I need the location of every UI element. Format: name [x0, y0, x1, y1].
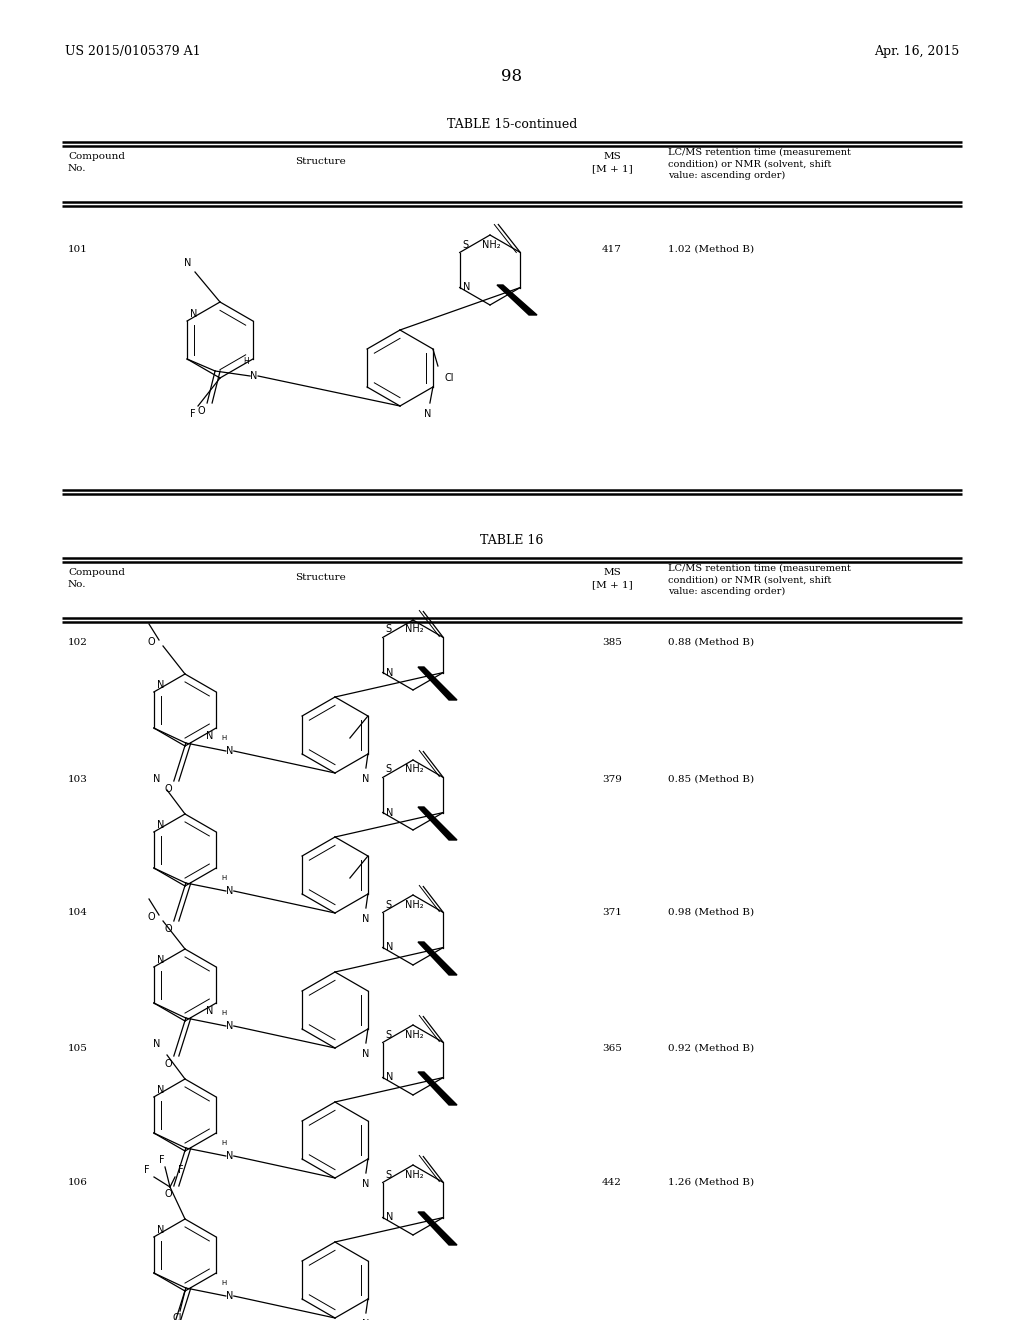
Text: H: H [221, 735, 226, 741]
Text: S: S [386, 1030, 392, 1040]
Text: N: N [183, 257, 191, 268]
Text: N: N [362, 913, 370, 924]
Text: N: N [362, 1049, 370, 1059]
Text: 102: 102 [68, 638, 88, 647]
Text: N: N [362, 774, 370, 784]
Text: N: N [424, 409, 431, 418]
Text: N: N [157, 1225, 164, 1236]
Text: O: O [164, 784, 172, 795]
Text: MS
[M + 1]: MS [M + 1] [592, 152, 633, 173]
Text: O: O [164, 1059, 172, 1069]
Polygon shape [418, 942, 457, 975]
Text: H: H [221, 1280, 226, 1286]
Text: N: N [463, 282, 470, 293]
Text: Structure: Structure [295, 157, 345, 166]
Text: N: N [250, 371, 257, 381]
Text: N: N [190, 309, 198, 319]
Text: F: F [159, 1155, 165, 1166]
Text: N: N [206, 731, 213, 741]
Text: N: N [206, 1006, 213, 1016]
Text: 379: 379 [602, 775, 622, 784]
Text: 0.85 (Method B): 0.85 (Method B) [668, 775, 754, 784]
Text: Cl: Cl [444, 374, 455, 383]
Text: 417: 417 [602, 246, 622, 253]
Text: 0.92 (Method B): 0.92 (Method B) [668, 1044, 754, 1053]
Text: Apr. 16, 2015: Apr. 16, 2015 [873, 45, 959, 58]
Text: N: N [153, 774, 160, 784]
Text: O: O [147, 638, 155, 647]
Text: Compound
No.: Compound No. [68, 568, 125, 589]
Text: N: N [362, 1179, 370, 1189]
Text: N: N [386, 1072, 393, 1082]
Text: N: N [386, 942, 393, 953]
Text: NH₂: NH₂ [404, 899, 423, 909]
Text: US 2015/0105379 A1: US 2015/0105379 A1 [65, 45, 201, 58]
Text: N: N [226, 886, 233, 896]
Text: 106: 106 [68, 1177, 88, 1187]
Text: S: S [386, 764, 392, 775]
Polygon shape [418, 807, 457, 840]
Polygon shape [418, 667, 457, 700]
Text: S: S [386, 624, 392, 635]
Text: O: O [198, 407, 205, 416]
Polygon shape [497, 285, 537, 315]
Text: NH₂: NH₂ [404, 624, 423, 635]
Text: 442: 442 [602, 1177, 622, 1187]
Text: O: O [164, 924, 172, 935]
Text: N: N [157, 680, 164, 690]
Text: MS
[M + 1]: MS [M + 1] [592, 568, 633, 589]
Text: N: N [386, 668, 393, 677]
Text: Structure: Structure [295, 573, 345, 582]
Text: Cl: Cl [172, 1313, 181, 1320]
Text: H: H [221, 1140, 226, 1146]
Text: H: H [221, 875, 226, 880]
Text: N: N [226, 1151, 233, 1162]
Text: 101: 101 [68, 246, 88, 253]
Polygon shape [418, 1072, 457, 1105]
Text: 0.88 (Method B): 0.88 (Method B) [668, 638, 754, 647]
Text: 1.02 (Method B): 1.02 (Method B) [668, 246, 754, 253]
Text: LC/MS retention time (measurement
condition) or NMR (solvent, shift
value: ascen: LC/MS retention time (measurement condit… [668, 148, 851, 180]
Text: F: F [178, 1166, 183, 1175]
Text: F: F [144, 1166, 150, 1175]
Text: N: N [386, 1213, 393, 1222]
Text: N: N [157, 1085, 164, 1096]
Text: 0.98 (Method B): 0.98 (Method B) [668, 908, 754, 917]
Text: NH₂: NH₂ [404, 1170, 423, 1180]
Text: N: N [153, 1039, 160, 1049]
Text: 105: 105 [68, 1044, 88, 1053]
Text: N: N [226, 1020, 233, 1031]
Text: NH₂: NH₂ [481, 239, 501, 249]
Text: 371: 371 [602, 908, 622, 917]
Text: N: N [226, 1291, 233, 1302]
Text: NH₂: NH₂ [404, 764, 423, 775]
Text: N: N [157, 954, 164, 965]
Text: 385: 385 [602, 638, 622, 647]
Text: TABLE 15-continued: TABLE 15-continued [446, 117, 578, 131]
Text: 98: 98 [502, 69, 522, 84]
Text: S: S [386, 899, 392, 909]
Text: O: O [147, 912, 155, 921]
Text: S: S [386, 1170, 392, 1180]
Text: 103: 103 [68, 775, 88, 784]
Text: F: F [190, 409, 196, 418]
Text: S: S [463, 239, 469, 249]
Text: N: N [226, 746, 233, 756]
Text: 365: 365 [602, 1044, 622, 1053]
Text: NH₂: NH₂ [404, 1030, 423, 1040]
Polygon shape [418, 1212, 457, 1245]
Text: 1.26 (Method B): 1.26 (Method B) [668, 1177, 754, 1187]
Text: LC/MS retention time (measurement
condition) or NMR (solvent, shift
value: ascen: LC/MS retention time (measurement condit… [668, 564, 851, 597]
Text: N: N [157, 820, 164, 830]
Text: 104: 104 [68, 908, 88, 917]
Text: TABLE 16: TABLE 16 [480, 535, 544, 546]
Text: H: H [244, 356, 249, 366]
Text: Compound
No.: Compound No. [68, 152, 125, 173]
Text: H: H [221, 1010, 226, 1016]
Text: N: N [386, 808, 393, 817]
Text: O: O [164, 1189, 172, 1199]
